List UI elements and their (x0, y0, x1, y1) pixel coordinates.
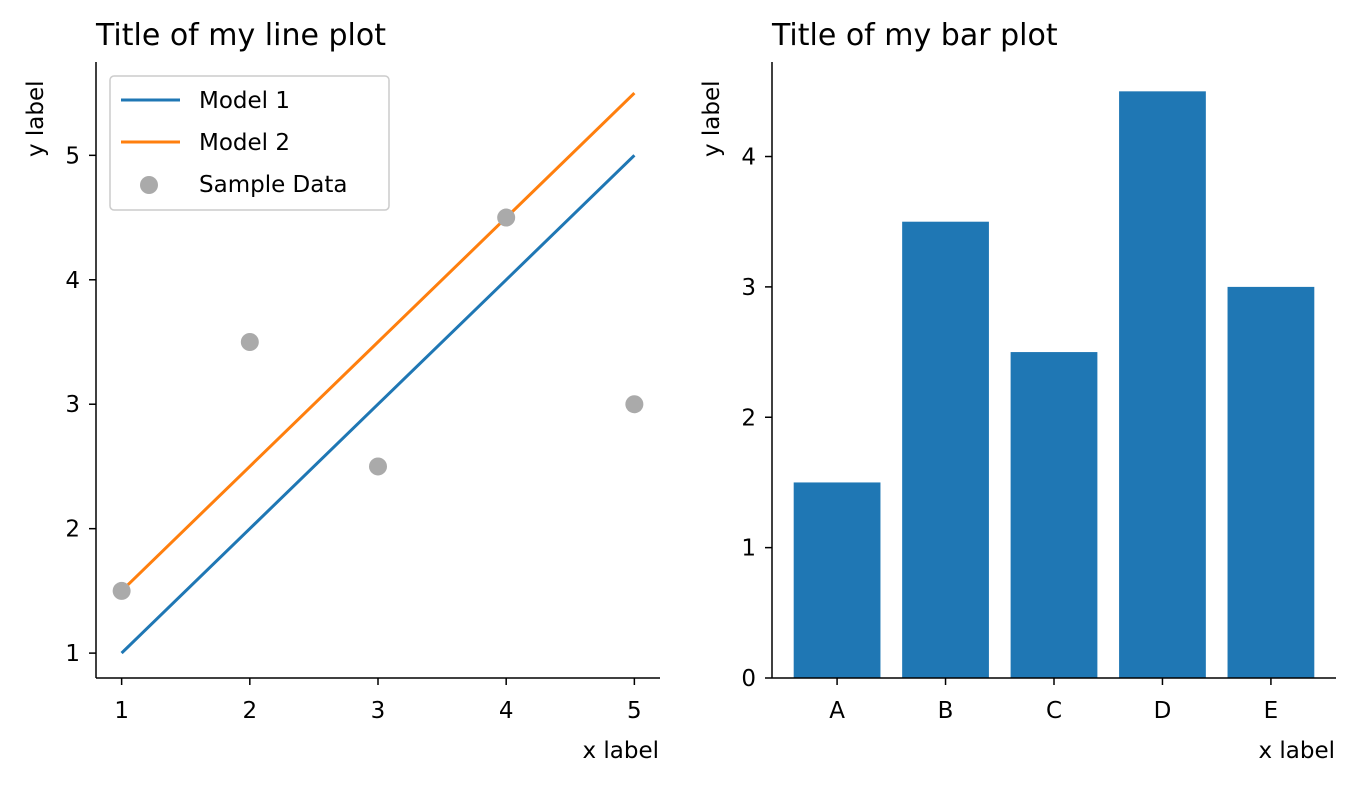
legend-model-2-label: Model 2 (199, 130, 290, 156)
scatter-point (497, 208, 516, 227)
x-tick-label: 5 (627, 698, 642, 724)
bar-B (902, 221, 989, 678)
y-tick-label: 0 (741, 666, 756, 692)
legend-sample-data-marker (140, 176, 158, 194)
legend-model-1-label: Model 1 (199, 88, 290, 114)
y-tick-label: 2 (741, 405, 756, 431)
bar-plot-title: Title of my bar plot (771, 18, 1058, 53)
line-plot-marks (112, 92, 644, 655)
scatter-point (369, 457, 387, 476)
bar-plot-ticks: A B C D E 0 1 2 3 4 (741, 145, 1278, 724)
line-plot-legend: Model 1 Model 2 Sample Data (109, 75, 390, 211)
series-line-1 (120, 154, 636, 655)
x-tick-label: B (938, 698, 954, 724)
bar-D (1119, 91, 1206, 679)
x-tick-label: C (1046, 698, 1062, 724)
scatter-point (240, 333, 259, 351)
legend-sample-data-label: Sample Data (199, 172, 347, 198)
y-tick-label: 1 (65, 641, 80, 667)
line-plot-x-label: x label (582, 738, 659, 764)
line-plot-ticks: 1 2 3 4 5 1 2 3 4 5 (65, 143, 641, 724)
scatter-point (112, 581, 131, 600)
series-line-2 (120, 92, 636, 592)
bar-plot-x-label: x label (1258, 738, 1335, 764)
y-tick-label: 2 (65, 517, 80, 543)
legend-box (109, 75, 390, 211)
bar-E (1227, 286, 1315, 678)
bar-C (1010, 352, 1098, 678)
line-plot-title: Title of my line plot (95, 18, 386, 53)
y-tick-label: 3 (741, 275, 756, 301)
y-tick-label: 4 (741, 145, 756, 171)
y-tick-label: 5 (65, 143, 80, 169)
x-tick-label: 2 (242, 698, 257, 724)
x-tick-label: D (1154, 698, 1172, 724)
x-tick-label: E (1264, 698, 1279, 724)
x-tick-label: A (829, 698, 845, 724)
y-tick-label: 3 (65, 392, 80, 418)
bar-plot-marks (793, 91, 1315, 679)
y-tick-label: 4 (65, 268, 80, 294)
x-tick-label: 1 (114, 698, 129, 724)
scatter-point (625, 395, 644, 414)
x-tick-label: 3 (371, 698, 386, 724)
line-plot-y-label: y label (23, 80, 49, 157)
bar-plot-y-label: y label (699, 80, 725, 157)
y-tick-label: 1 (741, 536, 756, 562)
bar-A (793, 482, 881, 678)
x-tick-label: 4 (499, 698, 514, 724)
line-plot-panel: Title of my line plot 1 2 3 4 5 1 2 3 4 5 x label… (23, 18, 660, 764)
